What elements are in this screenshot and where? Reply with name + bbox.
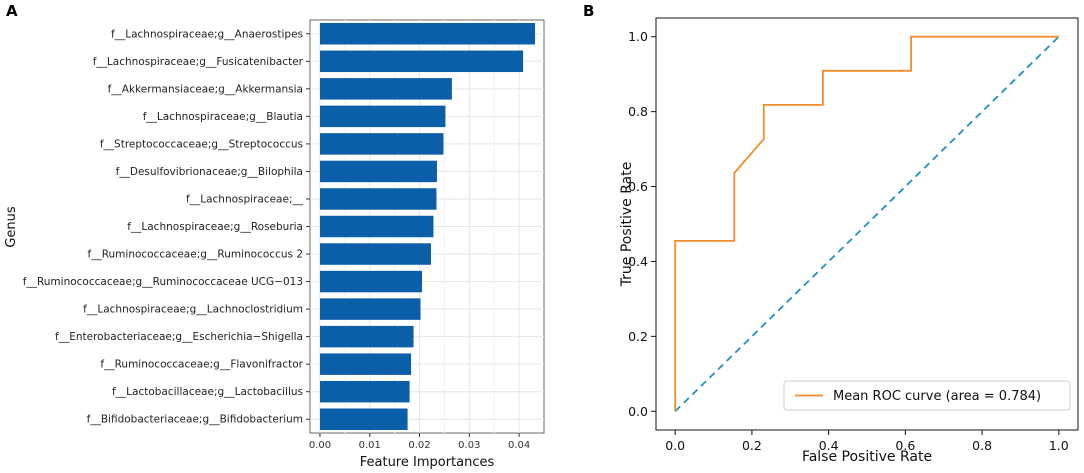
chart-b-y-tick-label: 0.4 [628, 254, 648, 269]
bar [319, 188, 437, 210]
bar [319, 78, 452, 100]
chance-diagonal-line [674, 36, 1060, 412]
bar [319, 408, 408, 430]
chart-b-x-tick-label: 0.4 [819, 438, 839, 453]
bar [319, 50, 524, 73]
chart-b-y-axis-label: True Positive Rate [619, 162, 635, 288]
category-label: f__Lachnospiraceae;g__Fusicatenibacter [93, 56, 304, 68]
chart-a-bars [319, 23, 536, 430]
bar [319, 105, 446, 128]
roc-curve-line [674, 35, 1059, 412]
roc-curve-chart: 0.0 0.2 0.4 0.6 0.8 1.0 0.0 0.2 0.4 0.6 0.8 1.0 Fal… [619, 17, 1079, 465]
chart-b-x-tick-label: 0.0 [665, 438, 685, 453]
chart-b-legend: Mean ROC curve (area = 0.784) [783, 380, 1071, 411]
chart-b-x-tick-label: 0.8 [972, 438, 992, 453]
chart-b-y-tick-label: 0.8 [628, 104, 648, 119]
panel-label-a: A [6, 2, 18, 20]
bar [319, 325, 414, 348]
category-label: f__Lachnospiraceae;g__Anaerostipes [111, 28, 303, 40]
chart-b-y-tick-label: 1.0 [628, 29, 648, 44]
category-label: f__Streptococcaceae;g__Streptococcus [100, 138, 303, 150]
category-label: f__Lachnospiraceae;g__Blautia [143, 111, 303, 123]
category-label: f__Lachnospiraceae;g__Lachnoclostridium [83, 304, 303, 316]
feature-importance-chart: f__Lachnospiraceae;g__Anaerostipes f__Lac… [4, 19, 545, 470]
category-label: f__Ruminococcaceae;g__Ruminococcus 2 [88, 249, 304, 261]
category-label: f__Desulfovibrionaceae;g__Bilophila [116, 166, 303, 178]
chart-b-y-tick-label: 0.0 [628, 404, 648, 419]
bar [319, 160, 437, 183]
bar [319, 380, 410, 403]
legend-box [783, 380, 1071, 411]
chart-b-x-tick-label: 1.0 [1049, 438, 1069, 453]
bar [319, 298, 421, 320]
chart-a-x-ticks: 0.00 0.01 0.02 0.03 0.04 [309, 433, 530, 451]
chart-b-series [674, 35, 1060, 412]
chart-a-x-tick-label: 0.04 [508, 440, 530, 451]
chart-a-y-axis-label: Genus [4, 206, 19, 248]
chart-a-x-tick-label: 0.00 [309, 440, 331, 451]
chart-a-x-tick-label: 0.02 [408, 440, 430, 451]
chart-b-x-tick-label: 0.2 [742, 438, 762, 453]
chart-a-category-labels: f__Lachnospiraceae;g__Anaerostipes f__Lac… [23, 28, 310, 426]
panel-label-b: B [583, 2, 594, 20]
legend-label-roc: Mean ROC curve (area = 0.784) [833, 389, 1041, 404]
bar [319, 243, 431, 265]
category-label: f__Akkermansiaceae;g__Akkermansia [108, 83, 303, 95]
category-label: f__Lactobacillaceae;g__Lactobacillus [112, 386, 303, 398]
category-label: f__Lachnospiraceae;g__Roseburia [127, 221, 303, 233]
category-label: f__Ruminococcaceae;g__Flavonifractor [100, 359, 303, 371]
bar [319, 353, 412, 375]
category-label: f__Ruminococcaceae;g__Ruminococcaceae UC… [23, 276, 303, 288]
chart-b-y-tick-label: 0.2 [628, 329, 648, 344]
chart-b-ticks: 0.0 0.2 0.4 0.6 0.8 1.0 0.0 0.2 0.4 0.6 0.8 1.0 [628, 29, 1069, 453]
category-label: f__Lachnospiraceae;__ [186, 193, 304, 205]
chart-b-y-tick-label: 0.6 [628, 179, 648, 194]
bar [319, 215, 434, 238]
chart-b-x-tick-label: 0.6 [895, 438, 915, 453]
chart-a-x-tick-label: 0.03 [458, 440, 480, 451]
category-label: f__Bifidobacteriaceae;g__Bifidobacterium [87, 414, 303, 426]
chart-b-x-axis-label: False Positive Rate [802, 449, 932, 465]
chart-a-x-tick-label: 0.01 [359, 440, 381, 451]
bar [319, 133, 444, 155]
bar [319, 23, 536, 45]
category-label: f__Enterobacteriaceae;g__Escherichia−Shi… [55, 331, 303, 343]
bar [319, 270, 423, 293]
chart-a-x-axis-label: Feature Importances [360, 455, 495, 470]
